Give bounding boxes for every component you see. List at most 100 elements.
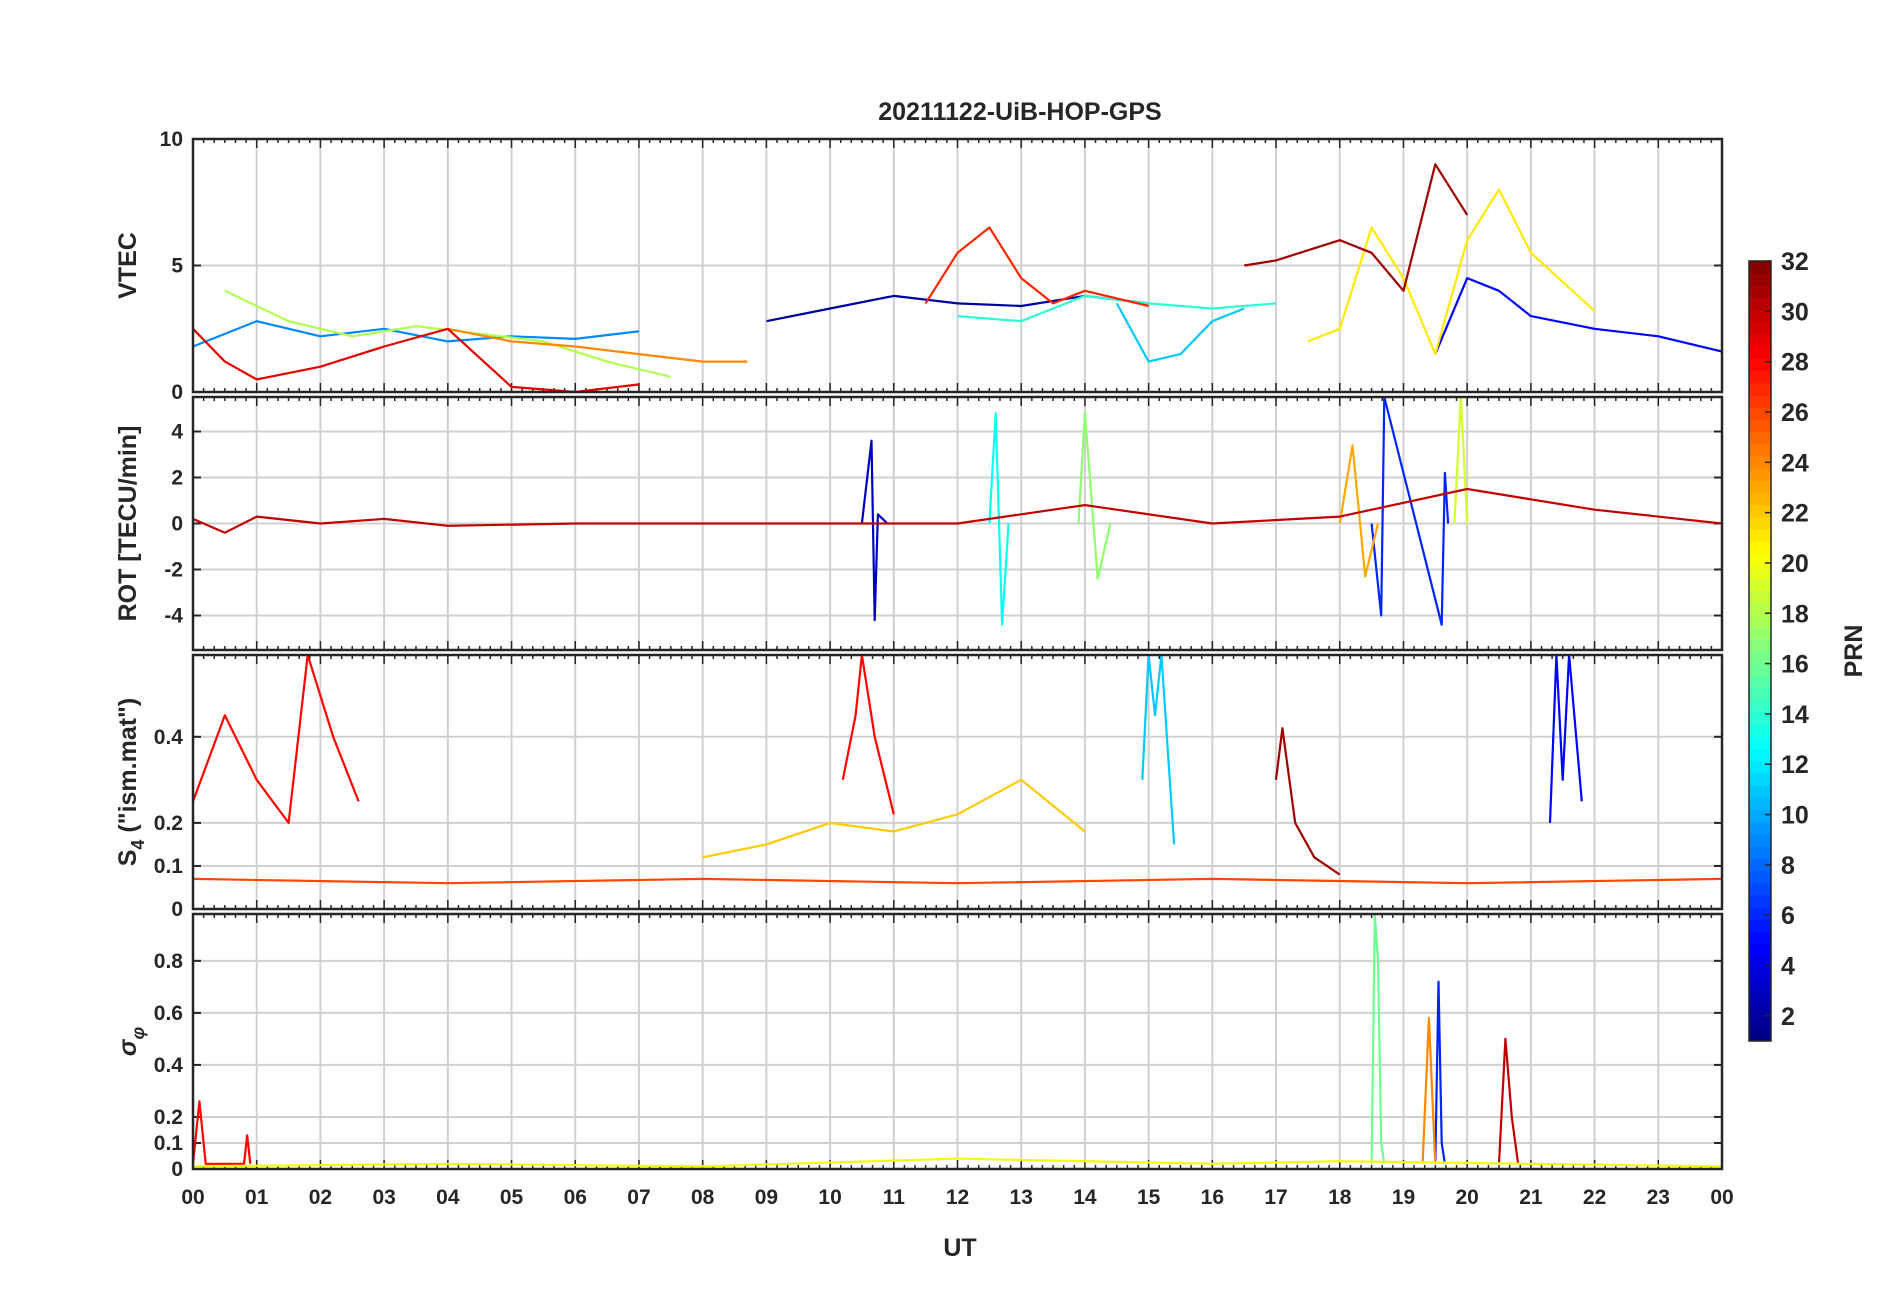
- colorbar-step: [1749, 456, 1771, 469]
- colorbar-step: [1749, 663, 1771, 676]
- colorbar-tick-label: 12: [1781, 751, 1809, 779]
- colorbar-step: [1749, 675, 1771, 689]
- y-axis-label-main: σ: [114, 1038, 142, 1056]
- colorbar-step: [1749, 273, 1771, 286]
- y-tick-label: 0: [171, 513, 183, 536]
- panel-vtec: 0 5 10 VTEC: [114, 128, 1724, 404]
- colorbar-step: [1749, 699, 1771, 713]
- colorbar-tick-label: 22: [1781, 500, 1809, 528]
- colorbar-step: [1749, 711, 1771, 725]
- colorbar-step: [1749, 565, 1771, 579]
- y-tick-label: 4: [171, 421, 183, 444]
- series-line-prn-14: [957, 294, 1277, 323]
- y-axis-label-rot: ROT [TECU/min]: [114, 426, 142, 622]
- y-tick-label: -2: [164, 559, 183, 582]
- x-tick-label: 15: [1137, 1186, 1161, 1209]
- colorbar-tick-label: 6: [1781, 902, 1795, 930]
- series-line-prn-9: [193, 320, 640, 348]
- colorbar-tick-label: 20: [1781, 550, 1809, 578]
- colorbar-step: [1749, 431, 1771, 445]
- colorbar-step: [1749, 687, 1771, 701]
- colorbar-step: [1749, 346, 1771, 359]
- series-group: [193, 655, 1722, 885]
- colorbar-step: [1749, 261, 1771, 274]
- x-tick-label: 16: [1201, 1186, 1224, 1209]
- series-line-prn-28: [841, 655, 895, 815]
- colorbar-step: [1749, 955, 1771, 969]
- chart-title: 20211122-UiB-HOP-GPS: [878, 98, 1161, 126]
- x-tick-label: 20: [1455, 1186, 1478, 1209]
- y-tick-label: 0: [171, 381, 183, 404]
- x-tick-label: 05: [500, 1186, 524, 1209]
- x-tick-label: 21: [1519, 1186, 1543, 1209]
- series-line-prn-27: [924, 226, 1149, 308]
- colorbar-tick-label: 16: [1781, 651, 1809, 679]
- x-tick-label: 10: [818, 1186, 841, 1209]
- y-tick-label: 0.4: [154, 726, 184, 749]
- colorbar-step: [1749, 480, 1771, 494]
- colorbar-step: [1749, 321, 1771, 335]
- colorbar-step: [1749, 492, 1771, 506]
- x-tick-label: 01: [245, 1186, 269, 1209]
- x-tick-label: 04: [436, 1186, 460, 1209]
- y-axis-label-s4: S4 ("ism.mat"): [114, 698, 148, 867]
- series-group: [193, 914, 1722, 1168]
- colorbar-frame: [1748, 260, 1772, 1042]
- colorbar-tick-label: 32: [1781, 248, 1809, 276]
- x-tick-label: 13: [1010, 1186, 1033, 1209]
- colorbar-step: [1749, 967, 1771, 981]
- x-tick-label: 02: [309, 1186, 332, 1209]
- x-tick-label: 23: [1647, 1186, 1670, 1209]
- colorbar-step: [1749, 809, 1771, 823]
- colorbar-step: [1749, 906, 1771, 920]
- panel-frame: [191, 912, 1724, 1171]
- colorbar-label: PRN: [1840, 625, 1868, 678]
- series-line-prn-3: [860, 439, 889, 622]
- series-line-prn-30: [1497, 1037, 1520, 1164]
- series-line-prn-29: [193, 327, 640, 392]
- y-tick-label: 0.4: [154, 1054, 184, 1077]
- colorbar-tick-label: 24: [1781, 449, 1809, 477]
- x-axis-tick-labels: 00 01 02 03 04 05 06 07 08 09 10 11 12 13 14 15 16 17 18 19…: [181, 1186, 1733, 1209]
- y-axis-label-vtec: VTEC: [114, 232, 142, 299]
- colorbar-step: [1749, 443, 1771, 457]
- series-line-prn-31: [1244, 163, 1469, 292]
- y-tick-label: 0.8: [154, 950, 184, 973]
- colorbar-step: [1749, 943, 1771, 957]
- colorbar-step: [1749, 821, 1771, 835]
- series-line-prn-19: [1453, 397, 1469, 524]
- y-tick-label: 10: [160, 128, 183, 151]
- colorbar-tick-label: 30: [1781, 298, 1809, 326]
- panel-sigma_phi: 0 0.1 0.2 0.4 0.6 0.8 σφ: [114, 912, 1724, 1181]
- series-group: [193, 163, 1722, 392]
- x-tick-label: 00: [181, 1186, 204, 1209]
- x-tick-label: 12: [946, 1186, 969, 1209]
- colorbar-tick-label: 10: [1781, 802, 1809, 830]
- series-line-prn-30: [193, 487, 1722, 534]
- panel-frame: [191, 653, 1724, 911]
- y-axis-label-sub: φ: [128, 1027, 148, 1040]
- colorbar-tick-label: 4: [1781, 953, 1795, 981]
- series-line-prn-26: [193, 877, 1722, 885]
- colorbar-step: [1749, 614, 1771, 628]
- panel-rot: -4 -2 0 2 4 ROT [TECU/min]: [114, 395, 1724, 652]
- colorbar-step: [1749, 577, 1771, 591]
- panels: 0 5 10 VTEC -4 -2 0 2 4 ROT [TECU/min] 0 0.1 0.2 0.4 S…: [114, 128, 1724, 1181]
- colorbar-step: [1749, 882, 1771, 896]
- x-tick-label: 00: [1710, 1186, 1733, 1209]
- x-tick-label: 19: [1392, 1186, 1415, 1209]
- x-axis-label: UT: [943, 1234, 976, 1262]
- series-line-prn-5: [1434, 277, 1722, 355]
- colorbar-step: [1749, 370, 1771, 384]
- y-tick-label: 0.6: [154, 1002, 183, 1025]
- colorbar-tick-label: 28: [1781, 349, 1809, 377]
- x-tick-label: 18: [1328, 1186, 1352, 1209]
- y-tick-label: 0.1: [154, 855, 184, 878]
- series-line-prn-6: [1370, 397, 1450, 626]
- panel-s4: 0 0.1 0.2 0.4 S4 ("ism.mat"): [114, 653, 1724, 921]
- colorbar-step: [1749, 797, 1771, 810]
- colorbar-step: [1749, 382, 1771, 396]
- y-axis-label-sigma_phi: σφ: [114, 1027, 148, 1057]
- colorbar-step: [1749, 626, 1771, 640]
